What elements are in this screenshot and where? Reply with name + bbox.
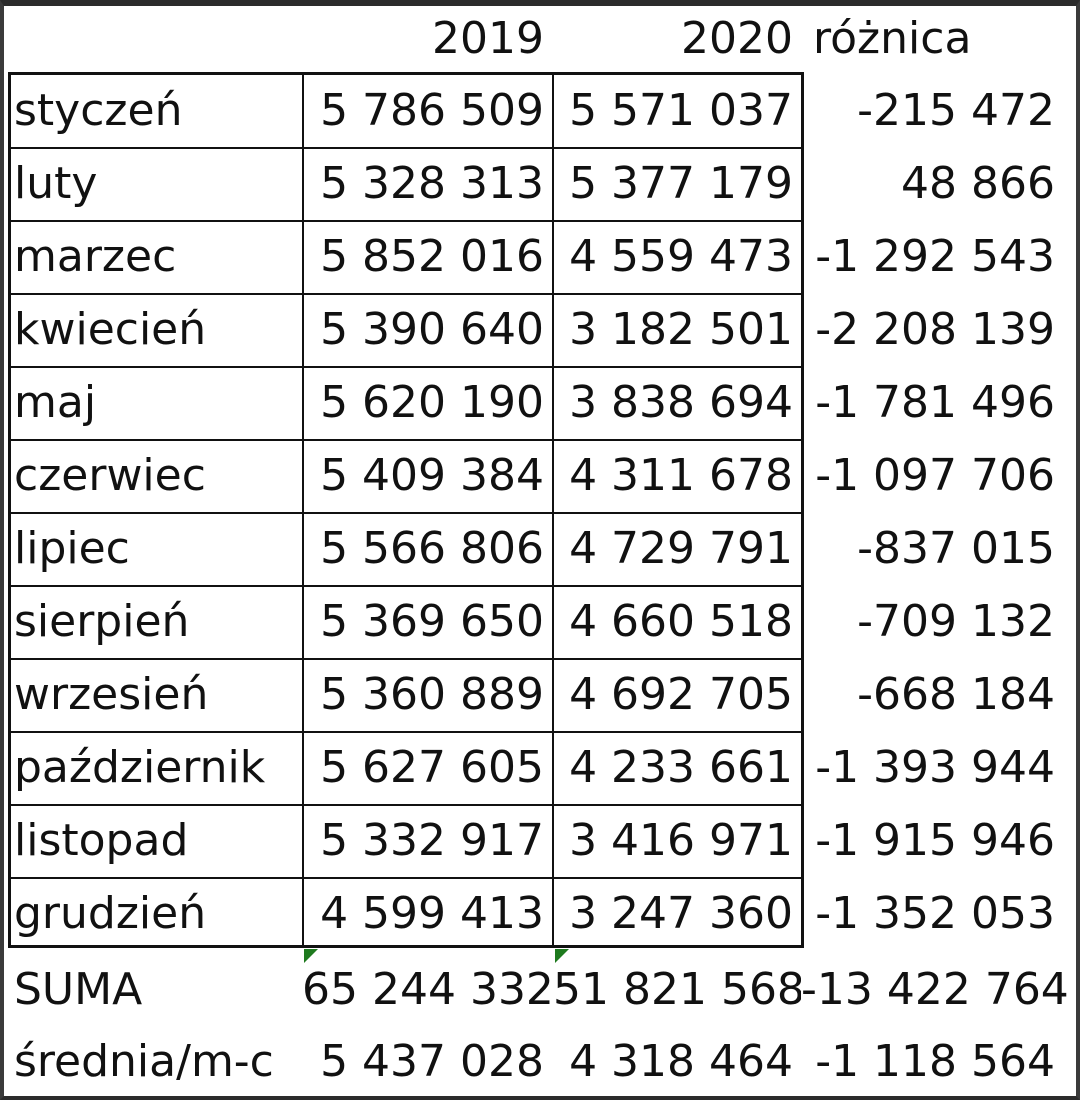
month-cell[interactable]: październik — [14, 742, 266, 793]
value-2020-cell[interactable]: 4 311 678 — [569, 450, 793, 501]
summary-2020-cell[interactable]: 4 318 464 — [569, 1036, 793, 1087]
summary-difference-cell[interactable]: -13 422 764 — [801, 964, 1069, 1015]
row-divider — [8, 731, 804, 733]
difference-cell[interactable]: -2 208 139 — [815, 304, 1055, 355]
month-cell[interactable]: grudzień — [14, 888, 207, 939]
month-cell[interactable]: lipiec — [14, 523, 130, 574]
value-2020-cell[interactable]: 4 692 705 — [569, 669, 793, 720]
difference-cell[interactable]: -1 915 946 — [815, 815, 1055, 866]
value-2019-cell[interactable]: 5 786 509 — [320, 85, 544, 136]
value-2020-cell[interactable]: 4 233 661 — [569, 742, 793, 793]
value-2019-cell[interactable]: 4 599 413 — [320, 888, 544, 939]
difference-cell[interactable]: -837 015 — [857, 523, 1055, 574]
value-2019-cell[interactable]: 5 360 889 — [320, 669, 544, 720]
column-divider — [302, 72, 304, 948]
value-2020-cell[interactable]: 3 416 971 — [569, 815, 793, 866]
row-divider — [8, 220, 804, 222]
row-divider — [8, 585, 804, 587]
error-indicator-icon[interactable] — [555, 949, 569, 963]
value-2020-cell[interactable]: 4 729 791 — [569, 523, 793, 574]
row-divider — [8, 293, 804, 295]
value-2020-cell[interactable]: 4 559 473 — [569, 231, 793, 282]
value-2019-cell[interactable]: 5 852 016 — [320, 231, 544, 282]
value-2019-cell[interactable]: 5 328 313 — [320, 158, 544, 209]
value-2019-cell[interactable]: 5 369 650 — [320, 596, 544, 647]
row-divider — [8, 804, 804, 806]
header-difference[interactable]: różnica — [813, 13, 972, 64]
month-cell[interactable]: wrzesień — [14, 669, 209, 720]
value-2019-cell[interactable]: 5 620 190 — [320, 377, 544, 428]
spreadsheet: 2019 2020 różnica styczeń 5 786 509 5 571 … — [4, 6, 1076, 1096]
summary-2020-cell[interactable]: 51 821 568 — [553, 964, 801, 1015]
month-cell[interactable]: marzec — [14, 231, 177, 282]
difference-cell[interactable]: -709 132 — [857, 596, 1055, 647]
summary-2019-cell[interactable]: 65 244 332 — [302, 964, 552, 1015]
value-2020-cell[interactable]: 5 377 179 — [569, 158, 793, 209]
difference-cell[interactable]: -215 472 — [857, 85, 1055, 136]
error-indicator-icon[interactable] — [304, 949, 318, 963]
row-divider — [8, 658, 804, 660]
value-2019-cell[interactable]: 5 627 605 — [320, 742, 544, 793]
sum-label-cell[interactable]: SUMA — [14, 964, 143, 1015]
difference-cell[interactable]: -1 393 944 — [815, 742, 1055, 793]
value-2019-cell[interactable]: 5 409 384 — [320, 450, 544, 501]
row-divider — [8, 439, 804, 441]
value-2020-cell[interactable]: 5 571 037 — [569, 85, 793, 136]
average-label-cell[interactable]: średnia/m-c — [14, 1036, 274, 1087]
month-cell[interactable]: styczeń — [14, 85, 183, 136]
row-divider — [8, 512, 804, 514]
row-divider — [8, 366, 804, 368]
summary-difference-cell[interactable]: -1 118 564 — [815, 1036, 1055, 1087]
month-cell[interactable]: czerwiec — [14, 450, 206, 501]
row-divider — [8, 877, 804, 879]
difference-cell[interactable]: -1 352 053 — [815, 888, 1055, 939]
value-2019-cell[interactable]: 5 390 640 — [320, 304, 544, 355]
value-2020-cell[interactable]: 3 247 360 — [569, 888, 793, 939]
summary-2019-cell[interactable]: 5 437 028 — [320, 1036, 544, 1087]
header-2020[interactable]: 2020 — [681, 13, 793, 64]
month-cell[interactable]: luty — [14, 158, 98, 209]
difference-cell[interactable]: 48 866 — [901, 158, 1055, 209]
value-2020-cell[interactable]: 4 660 518 — [569, 596, 793, 647]
header-2019[interactable]: 2019 — [432, 13, 544, 64]
difference-cell[interactable]: -1 292 543 — [815, 231, 1055, 282]
difference-cell[interactable]: -668 184 — [857, 669, 1055, 720]
month-cell[interactable]: kwiecień — [14, 304, 207, 355]
difference-cell[interactable]: -1 097 706 — [815, 450, 1055, 501]
value-2019-cell[interactable]: 5 332 917 — [320, 815, 544, 866]
month-cell[interactable]: maj — [14, 377, 97, 428]
table-border — [8, 72, 804, 948]
value-2019-cell[interactable]: 5 566 806 — [320, 523, 544, 574]
row-divider — [8, 147, 804, 149]
month-cell[interactable]: sierpień — [14, 596, 190, 647]
difference-cell[interactable]: -1 781 496 — [815, 377, 1055, 428]
value-2020-cell[interactable]: 3 838 694 — [569, 377, 793, 428]
month-cell[interactable]: listopad — [14, 815, 189, 866]
column-divider — [552, 72, 554, 948]
value-2020-cell[interactable]: 3 182 501 — [569, 304, 793, 355]
